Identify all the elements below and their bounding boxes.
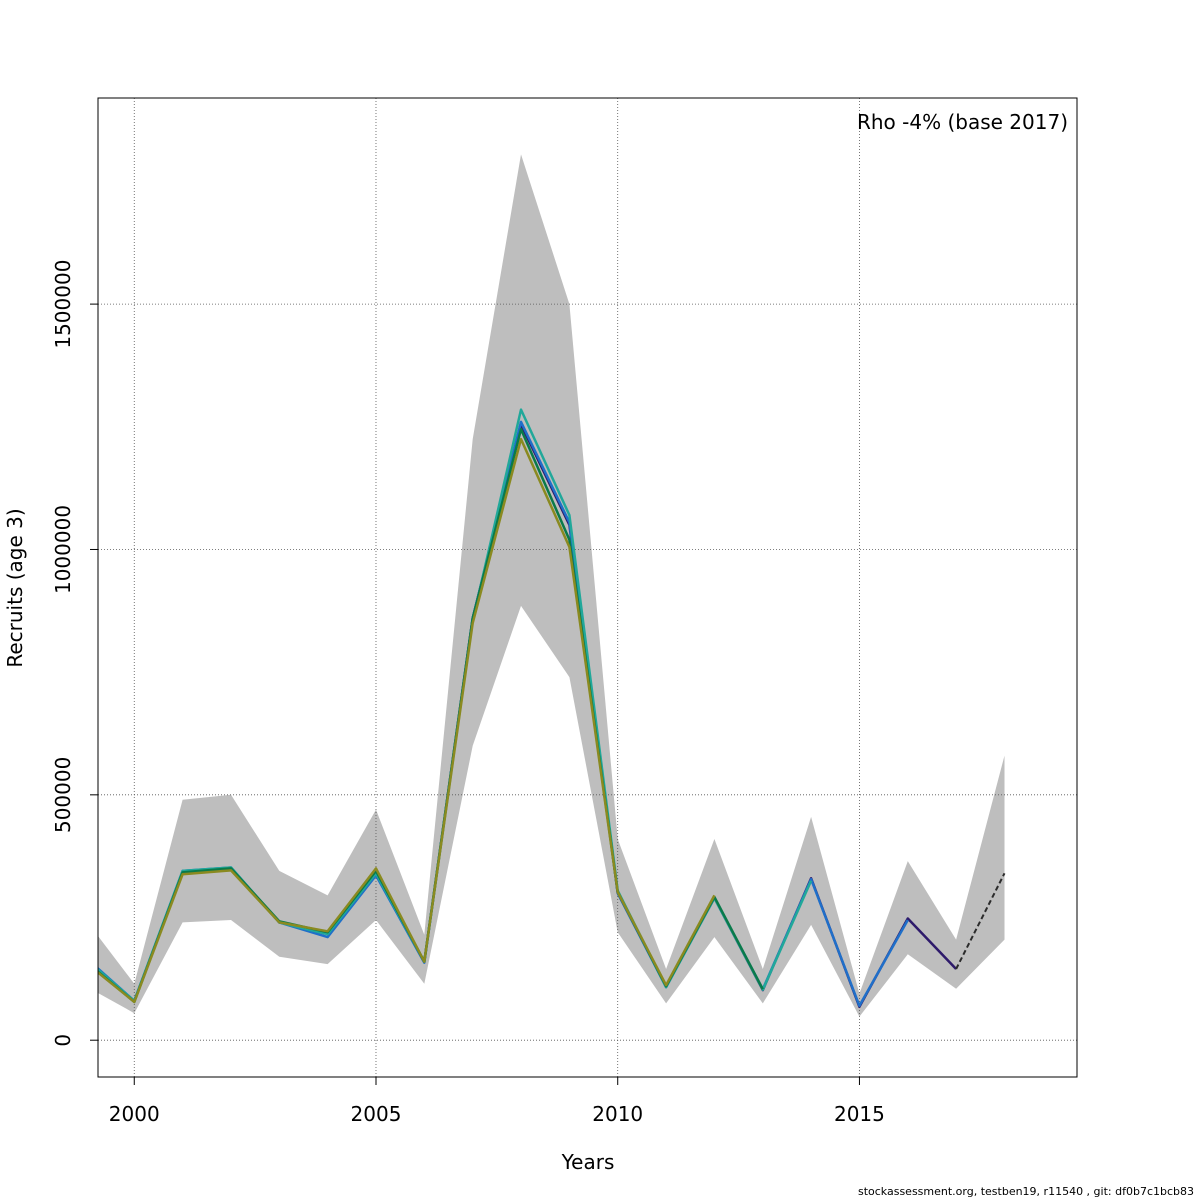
- chart-annotation: Rho -4% (base 2017): [857, 110, 1068, 134]
- y-tick-label: 0: [51, 1034, 75, 1047]
- series-lines: [98, 408, 1006, 1009]
- x-tick-label: 2005: [351, 1102, 402, 1126]
- confidence-band-area: [98, 154, 1005, 1017]
- footer-credit: stockassessment.org, testben19, r11540 ,…: [857, 1185, 1194, 1198]
- x-axis-ticks: 2000 2005 2010 2015: [109, 1077, 885, 1126]
- series-line-6: [955, 872, 1006, 970]
- series-line-5: [98, 437, 716, 1004]
- x-tick-label: 2000: [109, 1102, 160, 1126]
- y-axis-title: Recruits (age 3): [3, 508, 27, 667]
- y-tick-label: 500000: [51, 757, 75, 833]
- grid-lines: [98, 98, 1077, 1077]
- plot-frame: [97, 97, 1078, 1078]
- x-tick-label: 2015: [834, 1102, 885, 1126]
- y-tick-label: 1500000: [51, 260, 75, 349]
- y-tick-label: 1000000: [51, 505, 75, 594]
- x-axis-title: Years: [561, 1150, 615, 1174]
- y-axis-ticks: 0 500000 1000000 1500000: [51, 260, 98, 1047]
- x-tick-label: 2010: [592, 1102, 643, 1126]
- confidence-band: [98, 154, 1005, 1017]
